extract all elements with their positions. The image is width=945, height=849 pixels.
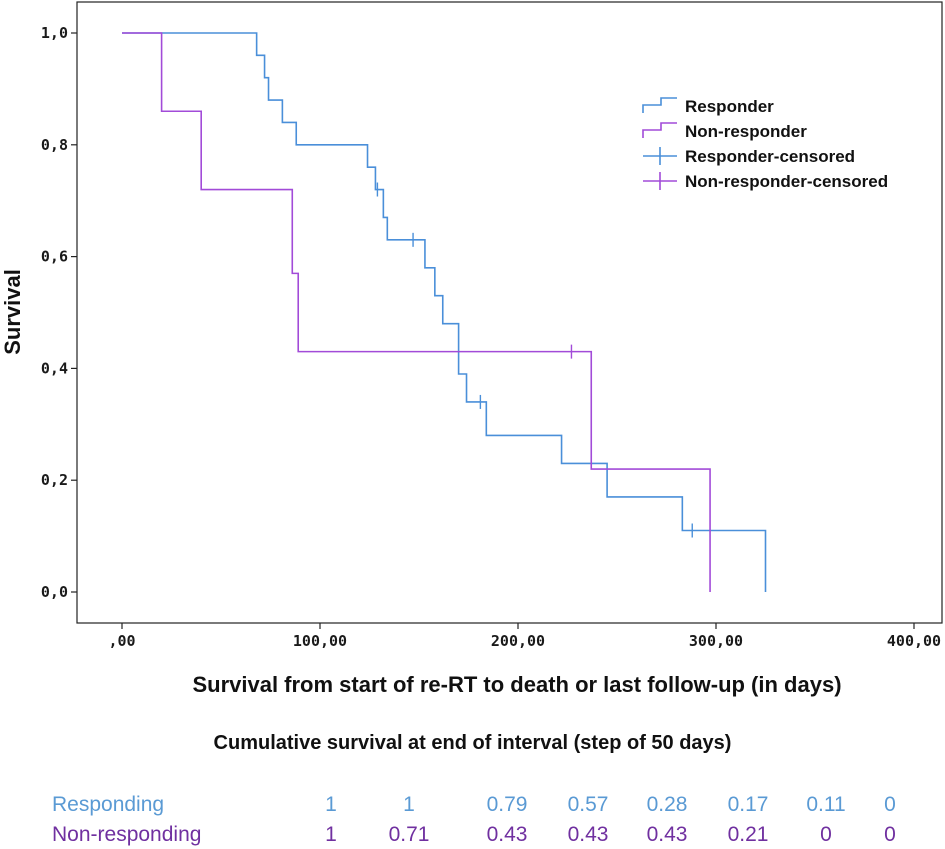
- x-axis-ticks: ,00 100,00 200,00 300,00 400,00: [108, 623, 941, 650]
- x-axis-title: Survival from start of re-RT to death or…: [192, 672, 841, 697]
- y-axis-title: Survival: [0, 269, 25, 355]
- table-title: Cumulative survival at end of interval (…: [213, 732, 732, 754]
- row-label: Responding: [52, 793, 165, 816]
- series-line-responder: [122, 32, 767, 592]
- y-tick-label: 0,6: [41, 248, 68, 266]
- survival-value: 1: [325, 793, 337, 816]
- y-tick-label: 1,0: [41, 24, 68, 42]
- km-chart: 0,0 0,2 0,4 0,6 0,8 1,0 ,00 100,00 200,00 300,00…: [0, 1, 943, 697]
- x-tick-label: 400,00: [887, 632, 941, 650]
- y-tick-label: 0,2: [41, 471, 68, 489]
- survival-value: 0.11: [806, 793, 846, 816]
- survival-value: 0.17: [727, 793, 769, 816]
- y-tick-label: 0,0: [41, 583, 68, 601]
- survival-value: 0.57: [567, 793, 609, 816]
- y-tick-label: 0,4: [41, 359, 68, 377]
- survival-value: 0.79: [486, 793, 528, 816]
- legend-label-responder: Responder: [685, 97, 774, 116]
- y-axis-ticks: 0,0 0,2 0,4 0,6 0,8 1,0: [41, 24, 77, 601]
- plot-frame: [76, 1, 943, 624]
- survival-value: 0: [884, 823, 896, 846]
- legend: Responder Non-responder Responder-censored…: [642, 97, 888, 191]
- survival-value: 1: [403, 793, 415, 816]
- survival-value: 0.71: [388, 823, 430, 846]
- legend-swatch-responder: [642, 97, 677, 113]
- survival-value: 0: [884, 793, 896, 816]
- x-tick-label: 200,00: [491, 632, 545, 650]
- survival-value: 0.28: [646, 793, 688, 816]
- survival-value: 1: [325, 823, 337, 846]
- survival-value: 0.43: [486, 823, 528, 846]
- survival-value: 0.43: [567, 823, 609, 846]
- legend-label-non-responder-censored: Non-responder-censored: [685, 172, 888, 191]
- survival-value: 0.21: [727, 823, 769, 846]
- series-line-non-responder: [122, 32, 711, 592]
- legend-swatch-non-responder-censored: [643, 172, 677, 190]
- legend-label-responder-censored: Responder-censored: [685, 147, 855, 166]
- series-layer: [122, 32, 767, 592]
- y-tick-label: 0,8: [41, 136, 68, 154]
- legend-label-non-responder: Non-responder: [685, 122, 807, 141]
- legend-swatch-non-responder: [642, 122, 677, 138]
- row-label: Non-responding: [52, 823, 202, 846]
- table-row-non-responding: Non-responding 1 0.71 0.43 0.43 0.43 0.21 0 0: [0, 823, 945, 849]
- table-row-responding: Responding 1 1 0.79 0.57 0.28 0.17 0.11 0: [0, 793, 945, 819]
- legend-swatch-responder-censored: [643, 147, 677, 165]
- survival-value: 0: [820, 823, 832, 846]
- survival-value: 0.43: [646, 823, 688, 846]
- x-tick-label: 100,00: [293, 632, 347, 650]
- x-tick-label: ,00: [108, 632, 135, 650]
- x-tick-label: 300,00: [689, 632, 743, 650]
